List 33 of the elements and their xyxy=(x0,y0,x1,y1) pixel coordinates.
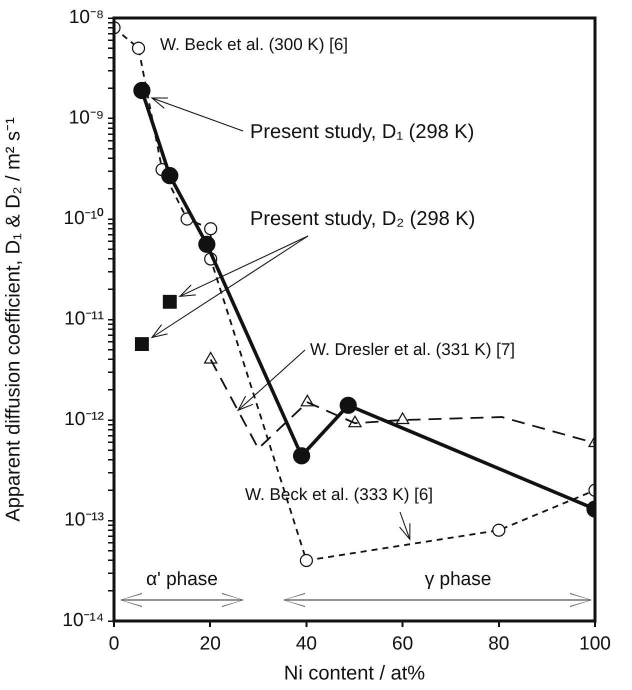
y-tick-label: 10⁻¹³ xyxy=(64,510,104,531)
x-tick-label: 0 xyxy=(108,634,120,655)
x-tick-label: 60 xyxy=(392,634,414,655)
point xyxy=(133,82,150,100)
point xyxy=(204,222,218,236)
annotation: W. Beck et al. (300 K) [6] xyxy=(160,35,348,54)
x-tick-label: 100 xyxy=(579,634,611,655)
annotation: α' phase xyxy=(146,569,218,590)
y-axis-title: Apparent diffusion coefficient, D₁ & D₂ / m² s⁻¹ xyxy=(2,117,25,522)
y-tick-label: 10⁻¹⁴ xyxy=(62,610,104,632)
point xyxy=(198,236,216,253)
point xyxy=(162,294,177,309)
y-tick-label: 10⁻¹⁰ xyxy=(64,207,104,230)
y-tick-label: 10⁻¹² xyxy=(64,409,104,430)
point xyxy=(340,396,357,414)
x-tick-label: 20 xyxy=(200,634,221,655)
annotation: γ phase xyxy=(424,569,492,590)
annotation: W. Beck et al. (333 K) [6] xyxy=(245,485,434,504)
point xyxy=(300,554,313,568)
point xyxy=(161,167,178,184)
y-tick-label: 10⁻⁹ xyxy=(68,108,104,129)
x-axis-title: Ni content / at% xyxy=(284,662,426,685)
point xyxy=(132,42,146,55)
annotation: Present study, D₂ (298 K) xyxy=(250,208,476,230)
point xyxy=(292,447,310,464)
point xyxy=(134,337,149,351)
annotation: Present study, D₁ (298 K) xyxy=(250,121,474,143)
y-tick-label: 10⁻⁸ xyxy=(68,7,104,28)
x-tick-label: 40 xyxy=(296,634,317,655)
annotation: W. Dresler et al. (331 K) [7] xyxy=(310,340,516,359)
point xyxy=(492,524,506,537)
y-tick-label: 10⁻¹¹ xyxy=(64,308,104,330)
x-tick-label: 80 xyxy=(488,634,510,655)
